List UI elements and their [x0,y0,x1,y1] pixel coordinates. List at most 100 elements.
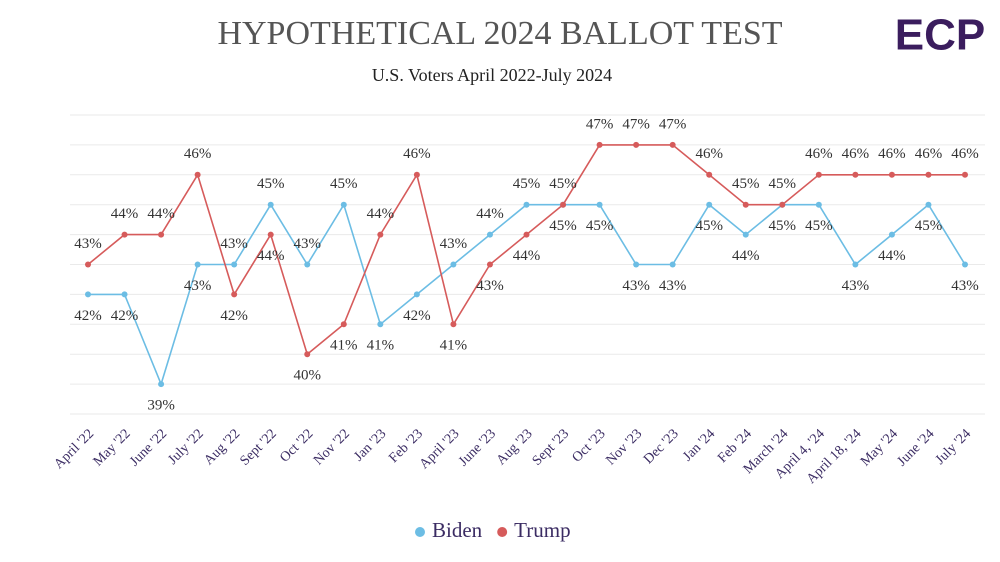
data-label: 45% [915,218,943,234]
data-label: 43% [440,236,468,252]
data-label: 45% [549,218,577,234]
data-point [85,261,91,268]
x-tick-label: Sept '22 [237,426,279,468]
data-point [194,261,201,268]
data-label: 43% [842,278,870,294]
data-label: 47% [586,116,614,132]
data-point [706,201,713,208]
x-tick-label: Jan '24 [680,426,718,464]
data-label: 45% [257,176,285,192]
data-point [815,171,822,178]
data-label: 46% [915,146,943,162]
data-label: 45% [769,218,797,234]
x-tick-label: June '24 [895,426,938,469]
data-point [633,141,640,148]
data-point [231,261,238,268]
data-label: 43% [220,236,248,252]
data-label: 44% [257,248,285,264]
data-point [888,231,895,238]
data-label: 46% [403,146,431,162]
data-label: 42% [220,308,248,324]
data-point [413,291,420,298]
data-point [304,261,311,268]
legend-marker [497,527,508,537]
x-tick-label: May '24 [858,426,901,469]
data-label: 43% [622,278,650,294]
data-point [596,201,603,208]
data-label: 42% [74,308,102,324]
data-point [158,231,165,238]
data-label: 45% [549,176,577,192]
data-point [158,381,165,388]
data-label: 45% [695,218,723,234]
data-point [450,261,457,268]
data-point [194,171,201,178]
x-tick-label: June '22 [127,426,170,469]
data-point [304,351,311,358]
data-label: 44% [732,248,760,264]
x-tick-label: Oct '23 [570,426,609,465]
data-label: 44% [513,248,541,264]
data-label: 45% [330,176,358,192]
data-label: 41% [367,338,395,354]
logo: ECP [895,11,985,60]
data-label: 43% [476,278,504,294]
data-point [121,291,128,298]
data-label: 44% [367,206,395,222]
data-label: 45% [513,176,541,192]
data-point [377,321,384,328]
data-point [486,261,493,268]
data-point [523,231,530,238]
data-label: 44% [878,248,906,264]
data-point [121,231,128,238]
chart-subtitle: U.S. Voters April 2022-July 2024 [372,65,612,85]
data-point [377,231,384,238]
data-label: 39% [147,398,175,414]
legend-marker [415,527,425,537]
data-point [779,201,786,208]
data-label: 42% [111,308,139,324]
data-point [633,261,640,268]
data-point [340,201,347,208]
data-point [450,321,457,328]
data-label: 44% [111,206,139,222]
data-point [596,141,603,148]
data-label: 41% [440,338,468,354]
x-tick-label: Nov '23 [603,426,645,468]
data-point [669,141,676,148]
data-label: 42% [403,308,431,324]
data-label: 43% [184,278,212,294]
data-point [962,171,968,178]
data-label: 47% [659,116,687,132]
data-point [852,171,859,178]
data-label: 46% [695,146,723,162]
data-label: 44% [147,206,175,222]
data-point [267,231,274,238]
x-tick-label: April '23 [417,426,463,472]
data-point [523,201,530,208]
x-tick-label: June '23 [456,426,499,469]
data-label: 43% [294,236,322,252]
data-point [231,291,238,298]
data-label: 46% [184,146,212,162]
data-label: 47% [622,116,650,132]
data-point [925,201,932,208]
data-point [669,261,676,268]
legend-label: Biden [432,518,483,542]
data-point [486,231,493,238]
data-label: 44% [476,206,504,222]
data-point [815,201,822,208]
data-point [742,231,749,238]
data-point [85,291,91,298]
x-tick-label: Sept '23 [530,426,572,468]
data-label: 45% [732,176,760,192]
chart-title: HYPOTHETICAL 2024 BALLOT TEST [217,15,782,52]
x-tick-label: Oct '22 [277,426,316,465]
x-tick-label: July '22 [165,426,206,467]
data-point [560,201,567,208]
data-label: 45% [769,176,797,192]
data-label: 46% [842,146,870,162]
data-point [267,201,274,208]
x-tick-label: Dec '23 [641,426,682,467]
data-label: 41% [330,338,358,354]
